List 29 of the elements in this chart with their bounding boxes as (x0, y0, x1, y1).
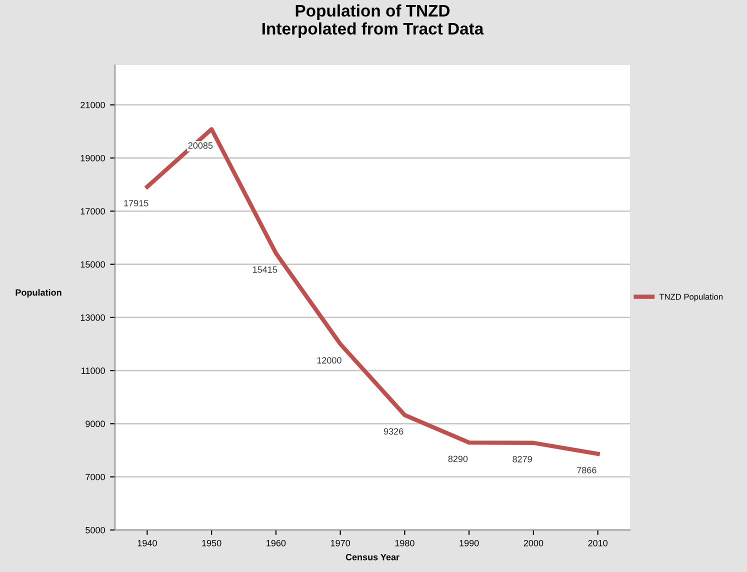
data-label: 7866 (577, 466, 596, 474)
x-tick-label: 1940 (138, 540, 157, 546)
chart-title: Population of TNZD Interpolated from Tract Data (262, 4, 484, 38)
data-label: 8279 (512, 456, 532, 462)
y-tick-label: 11000 (82, 368, 105, 374)
y-tick-label: 17000 (80, 208, 105, 215)
y-tick-label: 21000 (80, 102, 105, 108)
y-axis-title: Population (16, 289, 62, 298)
data-label: 12000 (317, 357, 342, 364)
data-label: 20085 (188, 142, 213, 149)
y-tick-label: 5000 (86, 526, 105, 534)
x-tick-label: 1990 (460, 540, 479, 546)
x-tick-label: 2010 (588, 540, 608, 546)
legend-label: TNZD Population (659, 294, 723, 302)
x-tick-label: 1950 (202, 540, 222, 546)
x-tick-label: 1980 (395, 540, 414, 546)
x-axis-title: Census Year (346, 554, 400, 560)
data-label: 15415 (252, 266, 277, 273)
data-label: 9326 (384, 428, 404, 435)
data-label: 8290 (448, 456, 468, 462)
y-tick-label: 15000 (80, 261, 105, 268)
x-tick-label: 1960 (266, 540, 286, 546)
y-tick-label: 9000 (86, 420, 105, 428)
x-tick-label: 2000 (524, 540, 544, 546)
x-tick-label: 1970 (330, 540, 350, 546)
y-tick-label: 19000 (80, 154, 105, 162)
y-tick-label: 13000 (80, 314, 105, 321)
y-tick-label: 7000 (86, 474, 105, 480)
data-label: 17915 (124, 200, 148, 206)
